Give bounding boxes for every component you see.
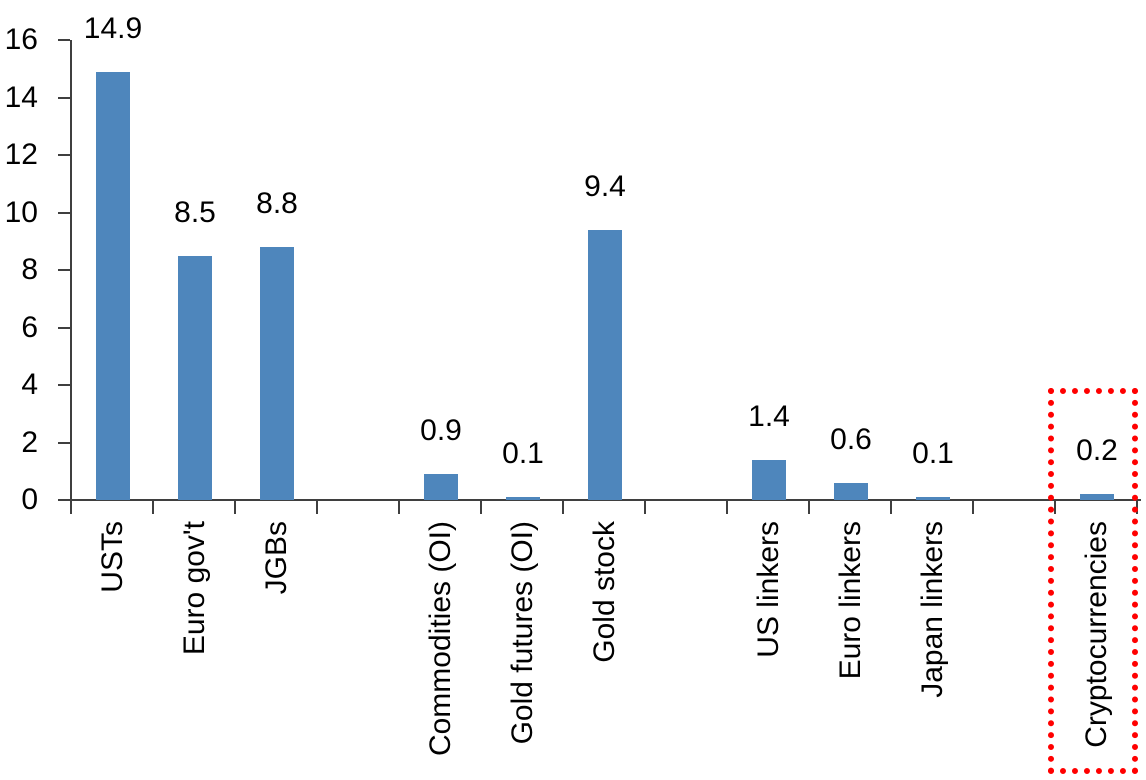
bar-value-label: 14.9: [83, 11, 143, 45]
x-axis-tick: [398, 500, 400, 514]
bar: [834, 482, 868, 500]
bar-value-label: 9.4: [584, 169, 626, 203]
bar: [260, 247, 294, 500]
x-axis-tick: [890, 500, 892, 514]
x-axis-label: Japan linkers: [916, 521, 949, 698]
x-axis-tick: [726, 500, 728, 514]
bar-value-label: 0.1: [912, 437, 954, 471]
bar: [916, 497, 950, 500]
bar: [178, 255, 212, 500]
x-axis-tick: [644, 500, 646, 514]
y-axis-line: [70, 40, 72, 514]
y-axis-tick: [58, 384, 70, 386]
bar-value-label: 0.9: [420, 414, 462, 448]
y-axis-tick: [58, 154, 70, 156]
bar: [588, 229, 622, 500]
y-axis-tick-label: 8: [21, 253, 38, 286]
bar-value-label: 8.8: [256, 187, 298, 220]
y-axis-tick: [58, 96, 70, 99]
y-axis-tick-label: 16: [4, 23, 38, 56]
x-axis-tick: [972, 500, 974, 514]
x-axis-tick: [1054, 500, 1056, 514]
x-axis-tick: [152, 500, 154, 514]
bar: [424, 474, 458, 500]
x-axis-tick: [562, 500, 564, 514]
x-axis-label: Commodities (OI): [424, 521, 457, 757]
x-axis-label: Gold stock: [588, 521, 621, 663]
y-axis-tick: [58, 499, 70, 501]
y-axis-tick-label: 14: [4, 80, 38, 114]
x-axis-label: US linkers: [752, 521, 785, 658]
y-axis-tick-label: 10: [4, 195, 38, 229]
x-axis-label: Euro gov't: [178, 521, 211, 656]
y-axis-tick: [58, 269, 70, 271]
bar-value-label: 0.6: [830, 422, 872, 456]
y-axis-tick-label: 4: [21, 368, 38, 401]
x-axis-label: USTs: [96, 521, 129, 593]
x-axis-tick: [234, 500, 236, 514]
x-axis-label: JGBs: [260, 521, 293, 595]
y-axis-tick: [58, 211, 70, 214]
bar: [506, 497, 540, 500]
y-axis-tick: [58, 39, 70, 41]
y-axis-tick: [58, 326, 70, 329]
bar: [1080, 494, 1114, 500]
x-axis-label: Gold futures (OI): [506, 521, 539, 745]
bar-value-label: 8.5: [174, 195, 216, 229]
x-axis-label: Euro linkers: [834, 521, 867, 680]
bar: [752, 459, 786, 500]
y-axis-tick-label: 2: [21, 425, 38, 459]
bar-value-label: 0.1: [502, 437, 544, 471]
x-axis-tick: [480, 500, 482, 514]
y-axis-tick-label: 12: [4, 138, 38, 171]
x-axis-tick: [316, 500, 318, 514]
x-axis-tick: [70, 500, 72, 514]
x-axis-line: [70, 499, 1141, 501]
y-axis-tick-label: 0: [21, 483, 38, 516]
y-axis-tick: [58, 441, 70, 444]
x-axis-tick: [808, 500, 810, 514]
bar-value-label: 0.2: [1076, 434, 1118, 468]
highlight-box-cryptocurrencies: [1048, 388, 1138, 774]
y-axis-tick-label: 6: [21, 310, 38, 344]
bar: [96, 71, 130, 500]
bar-value-label: 1.4: [748, 399, 790, 433]
